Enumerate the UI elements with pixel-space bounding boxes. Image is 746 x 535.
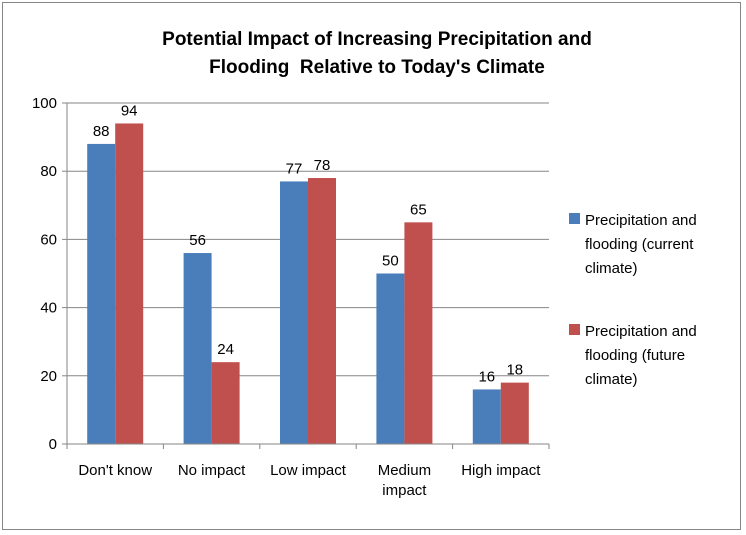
x-category-label: Don't know: [78, 462, 152, 479]
data-label: 94: [121, 102, 138, 119]
bar-future-4: [500, 382, 529, 444]
x-category-label: Low impact: [270, 462, 347, 479]
y-tick-label: 60: [40, 231, 57, 248]
data-labels: 88 94 56 24 77 78 50 65 16 18: [93, 102, 523, 385]
x-axis-categories: Don't know No impact Low impact Medium impac…: [78, 462, 541, 499]
bar-current-1: [183, 253, 212, 444]
chart-svg: Potential Impact of Increasing Precipita…: [32, 29, 697, 499]
data-label: 16: [478, 368, 495, 385]
legend-swatch: [569, 324, 580, 335]
bars: [87, 123, 529, 445]
bar-future-3: [404, 222, 433, 444]
legend-label: climate): [585, 371, 638, 388]
x-category-label: No impact: [178, 462, 246, 479]
bar-current-0: [87, 143, 116, 445]
legend-label: Precipitation and: [585, 323, 697, 340]
y-tick-label: 100: [32, 95, 57, 112]
y-axis-ticks: 0 20 40 60 80 100: [32, 95, 67, 453]
bar-future-2: [308, 178, 336, 444]
data-label: 88: [93, 123, 110, 140]
y-tick-label: 20: [40, 368, 57, 385]
bar-future-1: [211, 362, 240, 444]
chart-frame: Potential Impact of Increasing Precipita…: [2, 2, 741, 530]
bar-current-4: [472, 389, 501, 444]
x-category-label: High impact: [461, 462, 541, 479]
bar-future-0: [115, 123, 144, 445]
data-label: 65: [410, 201, 427, 218]
data-label: 56: [189, 232, 206, 249]
legend-label: flooding (future: [585, 347, 685, 364]
legend-label: Precipitation and: [585, 212, 697, 229]
chart-title-line: Flooding Relative to Today's Climate: [209, 57, 545, 78]
x-category-label: impact: [382, 482, 427, 499]
data-label: 18: [506, 362, 523, 379]
y-tick-label: 40: [40, 300, 57, 317]
data-label: 24: [217, 341, 234, 358]
bar-current-3: [376, 273, 405, 444]
x-category-label: Medium: [378, 462, 431, 479]
axes: [66, 103, 550, 449]
data-label: 50: [382, 253, 399, 270]
y-tick-label: 0: [49, 436, 57, 453]
chart-title: Potential Impact of Increasing Precipita…: [162, 29, 592, 78]
legend-swatch: [569, 213, 580, 224]
legend-label: flooding (current: [585, 236, 694, 253]
data-label: 78: [314, 157, 331, 174]
bar-current-2: [280, 181, 308, 444]
legend: Precipitation and flooding (current climat…: [569, 212, 697, 388]
chart-title-line: Potential Impact of Increasing Precipita…: [162, 29, 592, 50]
legend-label: climate): [585, 260, 638, 277]
data-label: 77: [286, 160, 303, 177]
y-tick-label: 80: [40, 163, 57, 180]
